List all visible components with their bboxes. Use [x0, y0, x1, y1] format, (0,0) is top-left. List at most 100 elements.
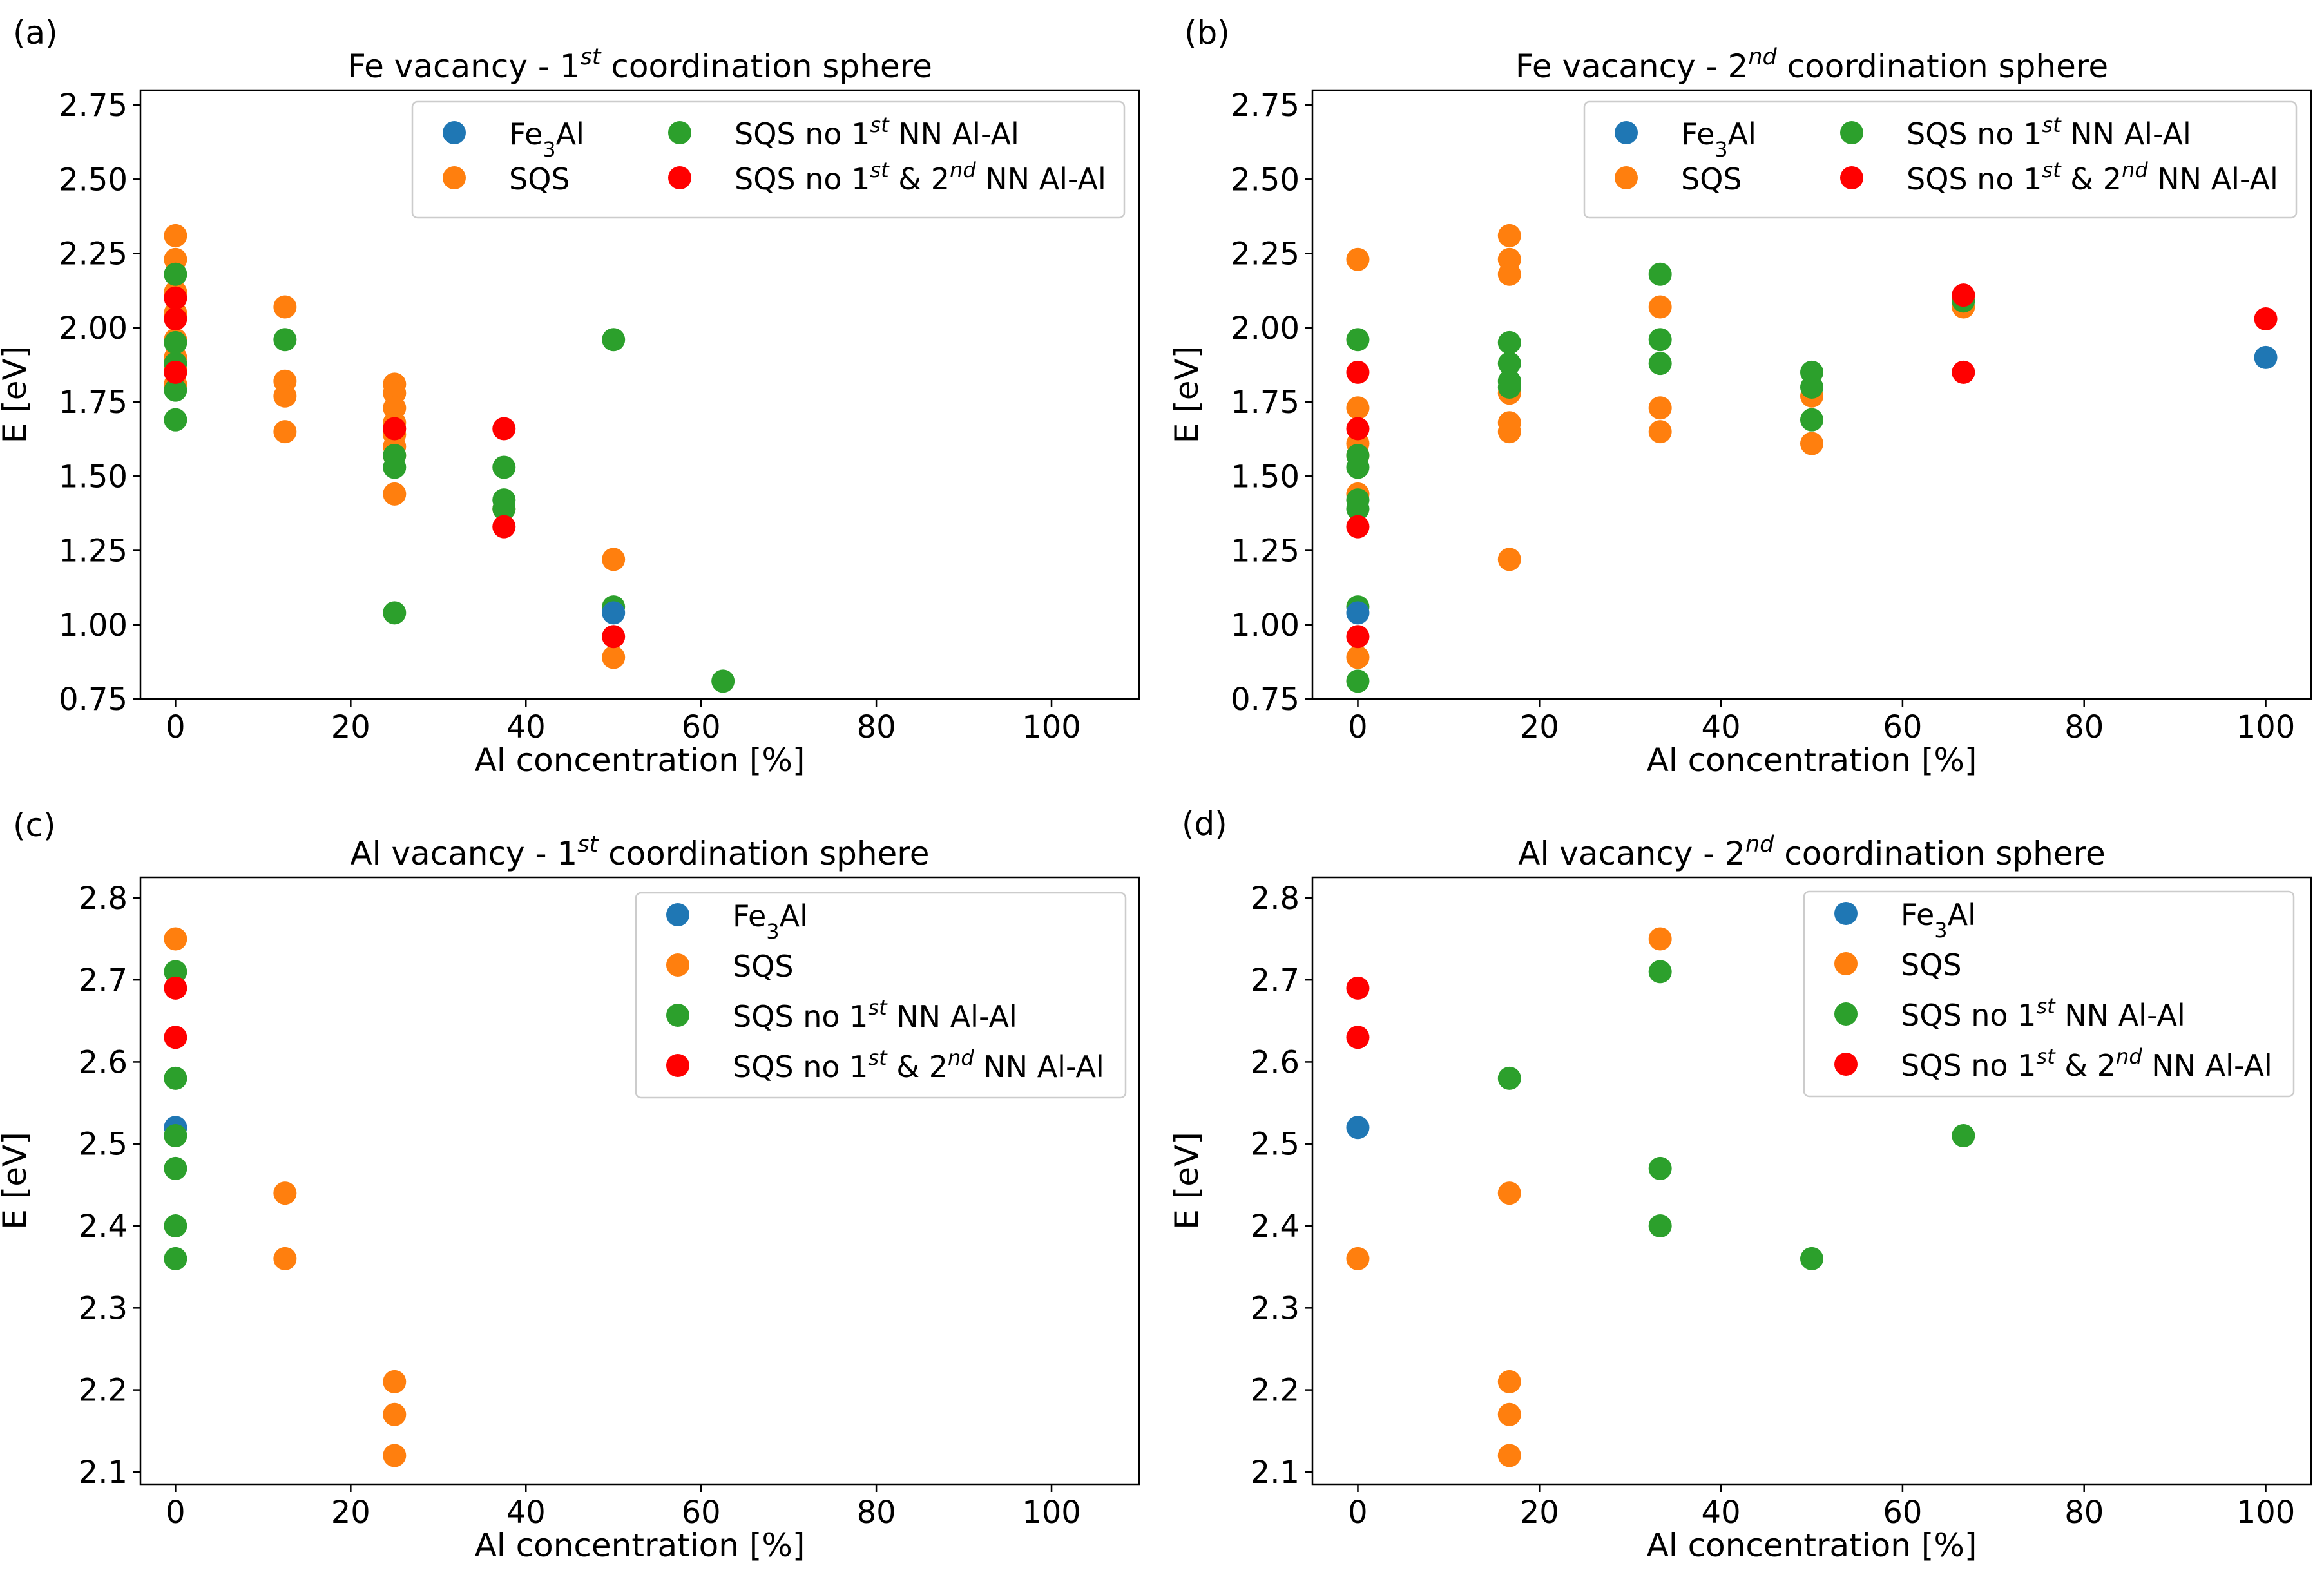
- legend-marker-fe3al: [666, 903, 689, 926]
- data-point-sqs-no1: [164, 1214, 187, 1238]
- x-tick-label: 0: [1348, 1495, 1368, 1531]
- data-point-sqs-no1: [164, 1156, 187, 1180]
- y-tick-label: 2.5: [79, 1127, 128, 1163]
- legend-label-fe3al: Fe3Al: [1901, 897, 1976, 942]
- data-point-sqs: [602, 548, 626, 571]
- x-tick-label: 60: [682, 1495, 721, 1531]
- data-point-sqs-no12: [164, 1026, 187, 1049]
- data-point-sqs: [273, 1247, 297, 1270]
- y-tick-label: 2.00: [1231, 311, 1300, 347]
- data-point-sqs: [164, 224, 187, 247]
- axes-frame: [1311, 89, 2312, 700]
- data-point-sqs: [1346, 1247, 1370, 1270]
- y-tick-label: 1.50: [1231, 459, 1300, 495]
- y-tick-label: 2.6: [79, 1044, 128, 1080]
- legend-box: [635, 892, 1127, 1099]
- legend-label-sqs: SQS: [733, 949, 794, 984]
- legend-label-fe3al: Fe3Al: [733, 899, 808, 944]
- data-point-sqs: [273, 295, 297, 319]
- data-point-sqs: [602, 645, 626, 669]
- y-axis-label: E [eV]: [1168, 346, 1205, 443]
- x-tick-label: 20: [331, 1495, 370, 1531]
- y-tick-label: 2.7: [79, 962, 128, 998]
- y-tick-label: 1.75: [1231, 385, 1300, 421]
- panel-label: (a): [13, 14, 58, 52]
- data-point-sqs-no12: [492, 417, 516, 441]
- data-point-sqs-no12: [1346, 417, 1370, 441]
- legend-label-fe3al: Fe3Al: [1681, 117, 1756, 162]
- y-tick-label: 2.25: [1231, 236, 1300, 272]
- legend-label-sqs-no12: SQS no 1st & 2nd NN Al-Al: [1906, 158, 2278, 196]
- chart-title: Fe vacancy - 2nd coordination sphere: [1515, 44, 2108, 85]
- data-point-sqs-no12: [1346, 360, 1370, 384]
- data-point-sqs-no12: [164, 286, 187, 310]
- data-point-sqs-no1: [1346, 669, 1370, 693]
- data-point-sqs-no1: [164, 378, 187, 402]
- data-point-sqs-no1: [383, 455, 407, 479]
- data-point-sqs-no1: [602, 328, 626, 352]
- data-points: [164, 224, 735, 693]
- data-point-sqs-no1: [1800, 1247, 1823, 1270]
- x-tick-label: 40: [1702, 709, 1741, 745]
- data-point-sqs-no1: [164, 960, 187, 984]
- legend-marker-sqs-no1: [1834, 1002, 1858, 1026]
- x-tick-label: 20: [1520, 1495, 1559, 1531]
- legend-marker-sqs: [443, 166, 466, 189]
- legend-marker-sqs: [1834, 952, 1858, 975]
- data-points: [1346, 927, 1975, 1467]
- y-tick-label: 2.8: [79, 881, 128, 917]
- y-tick-label: 2.4: [1251, 1209, 1300, 1245]
- legend-label-sqs: SQS: [509, 162, 570, 196]
- data-point-sqs-no1: [1800, 375, 1823, 399]
- axes-frame: [1311, 876, 2312, 1486]
- data-point-sqs-no1: [164, 262, 187, 286]
- data-point-sqs-no1: [1346, 328, 1370, 352]
- chart-panel-c: (c) Al vacancy - 1st coordination sphere 0…: [0, 807, 1140, 1564]
- data-point-sqs: [164, 927, 187, 951]
- x-tick-label: 40: [506, 709, 546, 745]
- legend-label-sqs-no12: SQS no 1st & 2nd NN Al-Al: [733, 1046, 1104, 1084]
- data-point-sqs: [1346, 396, 1370, 420]
- data-point-sqs-no12: [164, 307, 187, 330]
- y-tick-label: 1.00: [59, 607, 128, 644]
- x-axis-label: Al concentration [%]: [1647, 741, 1977, 779]
- data-point-sqs-no12: [602, 625, 626, 649]
- data-points: [164, 927, 407, 1467]
- data-point-sqs-no12: [1346, 976, 1370, 1000]
- x-tick-label: 0: [166, 1495, 186, 1531]
- x-tick-label: 100: [2236, 1495, 2296, 1531]
- legend-marker-sqs-no1: [668, 121, 691, 144]
- chart-panel-a: (a) Fe vacancy - 1st coordination sphere 0…: [0, 14, 1140, 779]
- y-tick-label: 2.75: [59, 88, 128, 124]
- y-tick-label: 2.1: [79, 1455, 128, 1491]
- data-point-sqs: [383, 1370, 407, 1393]
- data-point-fe3al: [1346, 601, 1370, 625]
- y-tick-label: 1.25: [1231, 533, 1300, 569]
- legend-marker-sqs-no12: [1834, 1053, 1858, 1076]
- data-point-sqs: [1648, 396, 1672, 420]
- data-point-sqs-no1: [1952, 1123, 1975, 1147]
- y-tick-label: 1.50: [59, 459, 128, 495]
- legend-marker-fe3al: [1834, 902, 1858, 925]
- data-point-sqs: [1497, 420, 1521, 444]
- data-point-sqs: [1800, 432, 1823, 455]
- data-point-sqs-no1: [1648, 1214, 1672, 1238]
- data-point-sqs-no1: [1497, 330, 1521, 354]
- x-tick-label: 100: [1022, 709, 1081, 745]
- legend-label-sqs-no1: SQS no 1st NN Al-Al: [1906, 113, 2191, 151]
- data-point-sqs-no1: [1497, 352, 1521, 376]
- data-point-sqs: [1497, 548, 1521, 571]
- legend-marker-fe3al: [1615, 121, 1638, 144]
- legend-box: [411, 100, 1126, 219]
- y-axis-label: E [eV]: [0, 1132, 34, 1229]
- y-tick-label: 2.2: [1251, 1373, 1300, 1409]
- x-tick-label: 80: [857, 1495, 896, 1531]
- legend-marker-sqs-no1: [666, 1004, 689, 1027]
- data-point-sqs: [1346, 645, 1370, 669]
- chart-panel-b: (b) Fe vacancy - 2nd coordination sphere 0…: [1168, 14, 2312, 779]
